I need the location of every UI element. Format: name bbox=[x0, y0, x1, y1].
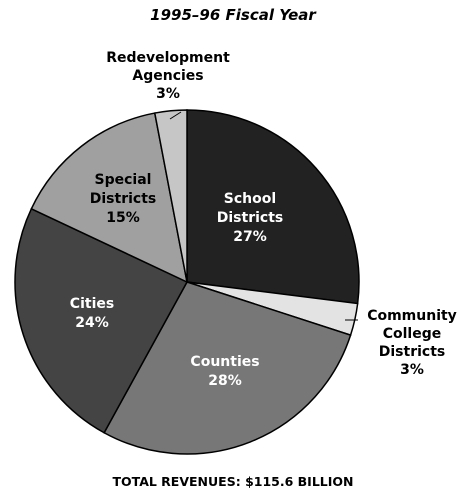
slice-label-2: Counties 28% bbox=[190, 354, 259, 389]
pie-slice-0 bbox=[186, 109, 360, 305]
slice-label-1: Community College Districts 3% bbox=[367, 308, 457, 378]
slice-label-3: Cities 24% bbox=[70, 296, 114, 331]
slice-label-5: Redevelopment Agencies 3% bbox=[106, 50, 230, 102]
pie-slice-4 bbox=[30, 112, 189, 284]
pie-slice-3 bbox=[14, 207, 189, 434]
leader-line-5 bbox=[169, 111, 182, 120]
slice-label-0: School Districts 27% bbox=[217, 191, 283, 245]
total-revenues-footer: TOTAL REVENUES: $115.6 BILLION bbox=[112, 474, 354, 489]
chart-title: 1995–96 Fiscal Year bbox=[150, 6, 316, 24]
pie-slice-5 bbox=[153, 109, 188, 283]
pie-slice-2 bbox=[103, 281, 352, 455]
slice-label-4: Special Districts 15% bbox=[90, 172, 156, 226]
